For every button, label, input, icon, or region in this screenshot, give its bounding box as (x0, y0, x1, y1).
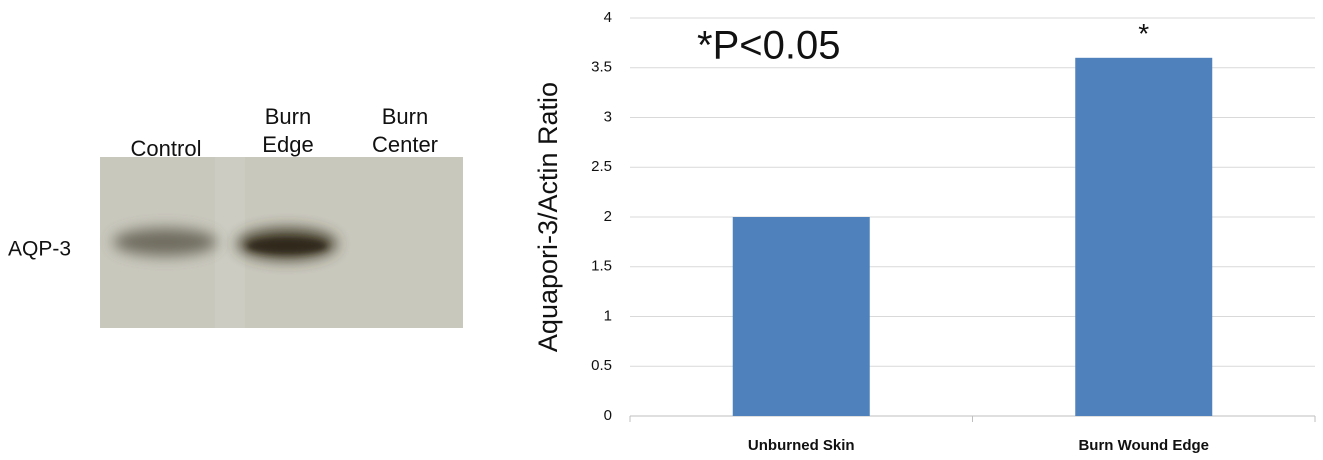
y-tick-label: 3.5 (591, 59, 612, 76)
y-axis-label: Aquapori-3/Actin Ratio (533, 82, 563, 352)
lane-label: Burn (382, 104, 428, 129)
annotation: *P<0.05 (697, 24, 840, 68)
y-tick-label: 0.5 (591, 357, 612, 374)
y-tick-label: 4 (604, 9, 612, 26)
y-tick-label: 1 (604, 307, 612, 324)
western-blot: Control Burn Edge Burn Center AQP-3 (8, 104, 463, 328)
bar (733, 217, 870, 416)
x-tick-label: Unburned Skin (748, 437, 855, 454)
lane-label: Center (372, 132, 438, 157)
x-tick-label: Burn Wound Edge (1078, 437, 1209, 454)
lane-label: Control (131, 136, 202, 161)
y-tick-label: 2 (604, 208, 612, 225)
y-tick-label: 0 (604, 407, 612, 424)
blot-band-core (247, 238, 327, 254)
lane-label: Edge (262, 132, 313, 157)
y-tick-label: 2.5 (591, 158, 612, 175)
lane-label: Burn (265, 104, 311, 129)
page: Control Burn Edge Burn Center AQP-3 *P<0… (0, 0, 1323, 460)
blot-band (113, 228, 217, 256)
row-label: AQP-3 (8, 238, 71, 261)
significance-mark: * (1138, 18, 1149, 49)
bar (1075, 58, 1212, 416)
figure: Control Burn Edge Burn Center AQP-3 *P<0… (0, 0, 1323, 460)
y-tick-label: 1.5 (591, 258, 612, 275)
y-tick-label: 3 (604, 108, 612, 125)
